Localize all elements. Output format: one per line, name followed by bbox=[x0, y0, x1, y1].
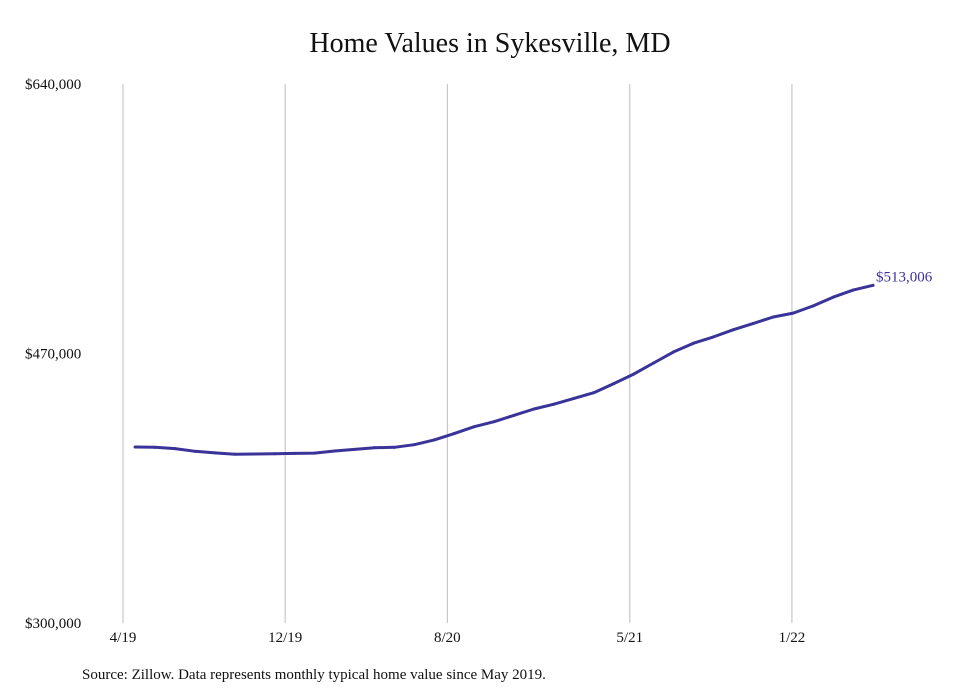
data-point bbox=[811, 304, 815, 308]
data-point bbox=[532, 407, 536, 411]
x-tick-label: 12/19 bbox=[268, 630, 302, 646]
x-tick-label: 4/19 bbox=[110, 630, 137, 646]
data-point bbox=[751, 321, 755, 325]
data-point bbox=[472, 425, 476, 429]
data-point bbox=[432, 438, 436, 442]
x-tick-label: 8/20 bbox=[434, 630, 461, 646]
data-point bbox=[692, 341, 696, 345]
data-point bbox=[392, 445, 396, 449]
data-point bbox=[153, 445, 157, 449]
data-point bbox=[791, 311, 795, 315]
data-point bbox=[831, 295, 835, 299]
x-tick-label: 5/21 bbox=[616, 630, 643, 646]
data-point bbox=[771, 315, 775, 319]
data-point bbox=[353, 447, 357, 451]
data-point bbox=[672, 350, 676, 354]
data-point bbox=[313, 451, 317, 455]
data-point bbox=[652, 361, 656, 365]
data-point bbox=[193, 449, 197, 453]
data-point bbox=[851, 288, 855, 292]
data-point bbox=[632, 372, 636, 376]
data-point bbox=[512, 413, 516, 417]
y-tick-label: $470,000 bbox=[25, 347, 81, 363]
chart-title: Home Values in Sykesville, MD bbox=[309, 28, 671, 59]
data-point bbox=[731, 328, 735, 332]
y-tick-label: $300,000 bbox=[25, 616, 81, 632]
data-point bbox=[372, 446, 376, 450]
data-point bbox=[871, 283, 875, 287]
y-axis-ticks: $300,000 $470,000 $640,000 bbox=[25, 77, 81, 632]
data-point bbox=[412, 443, 416, 447]
data-point bbox=[133, 445, 137, 449]
data-point bbox=[233, 452, 237, 456]
data-point bbox=[273, 452, 277, 456]
data-point bbox=[592, 391, 596, 395]
data-point bbox=[612, 382, 616, 386]
series-layer: $513,006 bbox=[133, 269, 933, 456]
y-tick-label: $640,000 bbox=[25, 77, 81, 93]
x-axis-ticks: 4/19 12/19 8/20 5/21 1/22 bbox=[110, 630, 806, 646]
data-point bbox=[492, 420, 496, 424]
data-point bbox=[452, 432, 456, 436]
end-value-label: $513,006 bbox=[876, 269, 933, 285]
data-point bbox=[173, 447, 177, 451]
x-tick-label: 1/22 bbox=[779, 630, 806, 646]
data-point bbox=[213, 451, 217, 455]
data-point bbox=[711, 335, 715, 339]
series-line bbox=[133, 283, 875, 456]
data-point bbox=[293, 451, 297, 455]
source-note: Source: Zillow. Data represents monthly … bbox=[82, 667, 546, 683]
grid-lines bbox=[122, 84, 793, 623]
data-point bbox=[333, 449, 337, 453]
data-point bbox=[253, 452, 257, 456]
data-point bbox=[572, 396, 576, 400]
data-point bbox=[552, 402, 556, 406]
